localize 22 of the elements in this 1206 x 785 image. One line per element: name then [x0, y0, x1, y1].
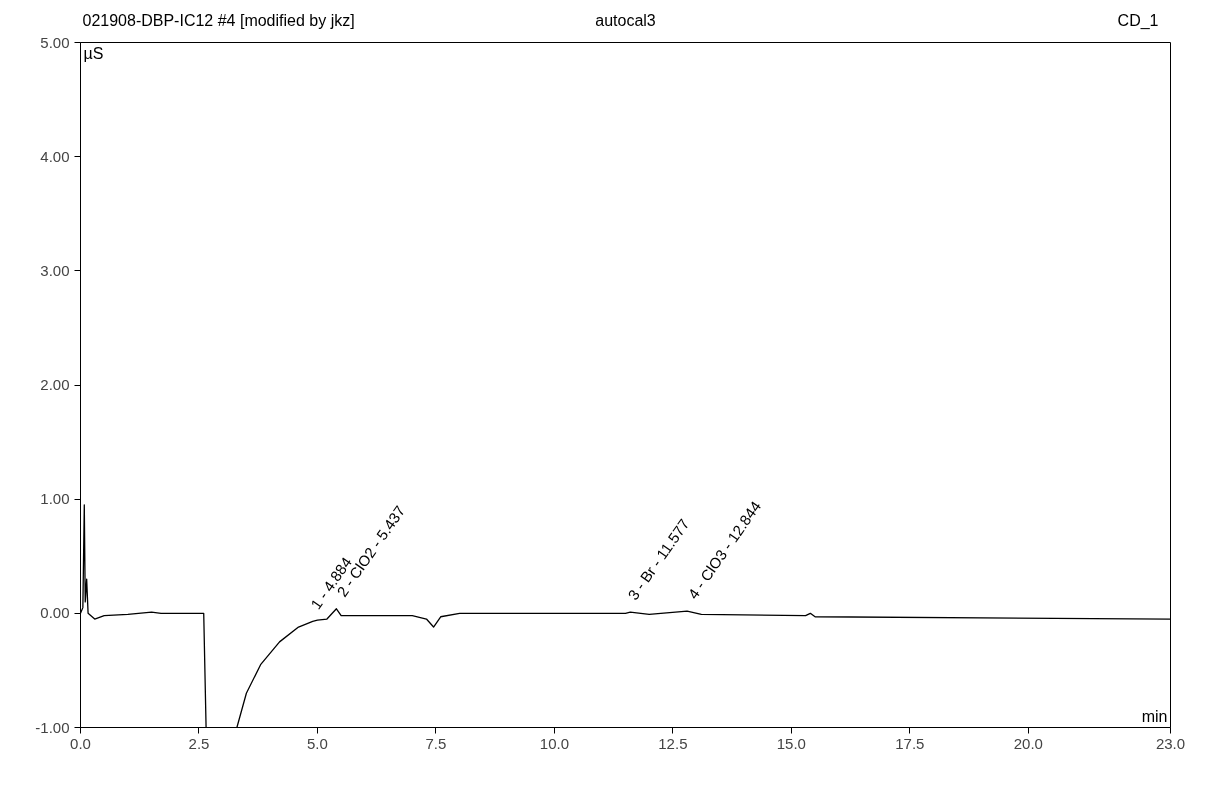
x-axis-title: min: [1141, 707, 1168, 725]
x-tick-label: 12.5: [658, 734, 688, 752]
y-tick-label: 3.00: [40, 261, 70, 279]
chart-subtitle: autocal3: [595, 12, 656, 30]
y-tick-label: 0.00: [40, 604, 70, 622]
x-tick-label: 23.0: [1155, 734, 1186, 752]
x-tick-label: 7.5: [425, 734, 447, 752]
y-tick-label: 4.00: [40, 147, 70, 165]
x-tick-label: 2.5: [188, 734, 210, 752]
y-tick-label: 1.00: [40, 490, 70, 508]
x-tick-label: 20.0: [1013, 734, 1043, 752]
x-tick-label: 0.0: [70, 734, 91, 752]
y-tick-label: 2.00: [40, 376, 70, 393]
y-tick-label: -1.00: [35, 718, 70, 736]
x-tick-label: 10.0: [539, 734, 570, 752]
x-tick-label: 15.0: [776, 734, 806, 752]
text: CD_1: [1117, 12, 1159, 31]
y-axis-title: µS: [83, 44, 104, 62]
x-tick-label: 5.0: [307, 734, 328, 752]
y-tick-label: 5.00: [40, 33, 70, 51]
chart-title: 021908-DBP-IC12 #4 [modified by jkz]: [82, 12, 355, 30]
x-tick-label: 17.5: [895, 734, 925, 752]
